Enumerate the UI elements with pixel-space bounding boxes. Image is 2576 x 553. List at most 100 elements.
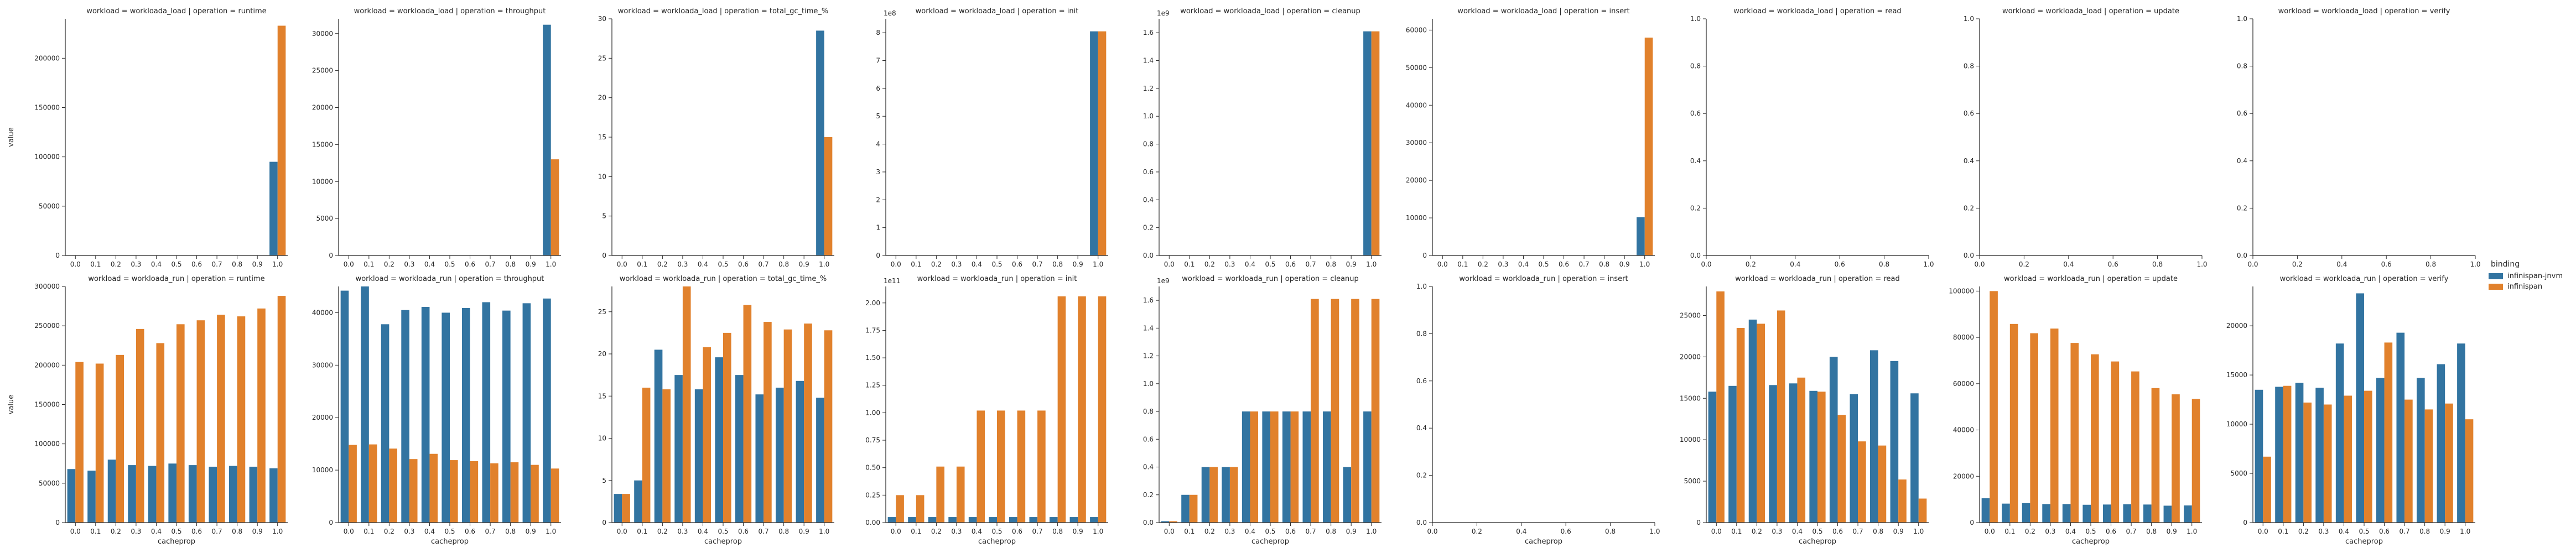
panel-16-bar-infinispan-0.9: [1898, 479, 1907, 523]
panel-7-ytick-label: 0.2: [1690, 204, 1701, 212]
panel-17-bar-infinispan-0.1: [2009, 324, 2018, 523]
panel-9-xtick-label: 1.0: [2470, 260, 2480, 268]
panel-12-xtick-label: 0.9: [799, 528, 809, 535]
panel-10-bar-infinispan-0.4: [156, 343, 165, 523]
panel-16-bar-infinispan-0.7: [1858, 441, 1866, 523]
panel-13-bar-infinispan-jnvm-0.9: [1069, 517, 1078, 523]
panel-5-ytick-label: 1.6: [1143, 29, 1154, 36]
panel-10-bar-infinispan-jnvm-0.9: [249, 466, 258, 523]
panel-13-xtick-label: 1.0: [1093, 528, 1103, 535]
panel-2-bar-infinispan-1.0: [550, 159, 559, 255]
panel-13-bar-infinispan-jnvm-0.3: [948, 517, 957, 523]
panel-3-ytick-label: 15: [598, 133, 606, 141]
panel-12-xtick-label: 0.4: [698, 528, 708, 535]
panel-13-xlabel: cacheprop: [978, 538, 1016, 546]
panel-16-bar-infinispan-1.0: [1918, 498, 1927, 523]
panel-14-bar-infinispan-0.3: [1229, 467, 1238, 523]
panel-14-xtick-label: 0.4: [1245, 528, 1255, 535]
panel-8-xtick-label: 0.2: [2019, 260, 2029, 268]
panel-16-xtick-label: 0.9: [1893, 528, 1904, 535]
panel-13-xtick-label: 0.4: [972, 528, 982, 535]
panel-14-xtick-label: 0.0: [1164, 528, 1175, 535]
panel-13-bar-infinispan-jnvm-0.8: [1050, 517, 1058, 523]
panel-18-xtick-label: 0.0: [2258, 528, 2268, 535]
panel-12-bar-infinispan-jnvm-0.3: [674, 375, 683, 523]
panel-6-ytick-label: 40000: [1406, 101, 1427, 109]
panel-8-xtick-label: 0.8: [2152, 260, 2163, 268]
panel-14-ytick-label: 0.6: [1143, 435, 1154, 443]
panel-8-ytick-label: 0.4: [1964, 157, 1974, 165]
panel-17-xtick-label: 0.5: [2085, 528, 2096, 535]
panel-15-xtick-label: 1.0: [1649, 528, 1660, 535]
panel-14-bar-infinispan-0.6: [1290, 411, 1299, 523]
panel-3-xtick-label: 0.4: [698, 260, 708, 268]
panel-12-bar-infinispan-0.6: [743, 305, 752, 523]
panel-2-xtick-label: 0.3: [404, 260, 414, 268]
panel-17-title: workload = workloada_run | operation = u…: [2004, 275, 2178, 283]
panel-4-xtick-label: 0.3: [951, 260, 962, 268]
panel-2-ytick-label: 30000: [312, 30, 333, 38]
panel-7-xtick-label: 0.2: [1746, 260, 1756, 268]
panel-17-bar-infinispan-0.9: [2172, 394, 2180, 523]
panel-18-bar-infinispan-0.0: [2263, 456, 2271, 523]
panel-11-bar-infinispan-jnvm-0.4: [421, 307, 430, 523]
panel-5-xtick-label: 0.9: [1346, 260, 1357, 268]
panel-6-ytick-label: 30000: [1406, 139, 1427, 147]
panel-11-xtick-label: 0.5: [444, 528, 455, 535]
panel-18-ytick-label: 5000: [2230, 469, 2247, 477]
panel-14-ytick-label: 1.4: [1143, 324, 1154, 332]
panel-11-xtick-label: 0.2: [384, 528, 394, 535]
panel-18-ytick-label: 15000: [2226, 371, 2247, 379]
panel-6-title: workload = workloada_load | operation = …: [1457, 7, 1629, 15]
panel-1-xtick-label: 0.0: [70, 260, 81, 268]
panel-6-xtick-label: 0.1: [1457, 260, 1468, 268]
panel-18-xtick-label: 0.1: [2278, 528, 2288, 535]
legend-swatch-infinispan: [2489, 284, 2503, 290]
panel-14-xtick-label: 0.1: [1184, 528, 1194, 535]
panel-16-bar-infinispan-jnvm-0.8: [1870, 350, 1878, 523]
panel-5-bar-infinispan-jnvm-1.0: [1363, 31, 1372, 256]
panel-2-xtick-label: 0.2: [384, 260, 394, 268]
panel-7-xtick-label: 1.0: [1923, 260, 1934, 268]
panel-11-bar-infinispan-0.8: [510, 462, 519, 523]
panel-12-xtick-label: 1.0: [819, 528, 829, 535]
panel-14-title: workload = workloada_run | operation = c…: [1182, 275, 1359, 283]
panel-14-bar-infinispan-jnvm-0.4: [1242, 411, 1250, 523]
panel-14-bar-infinispan-jnvm-0.9: [1343, 467, 1352, 523]
panel-10-xtick-label: 0.4: [151, 528, 162, 535]
panel-6-xtick-label: 0.4: [1518, 260, 1529, 268]
panel-10-bar-infinispan-jnvm-0.4: [148, 466, 157, 523]
panel-6-xtick-label: 0.5: [1538, 260, 1549, 268]
panel-6-xtick-label: 0.2: [1478, 260, 1488, 268]
panel-17-bar-infinispan-0.5: [2091, 354, 2099, 523]
panel-18-bar-infinispan-jnvm-0.7: [2396, 332, 2405, 523]
legend-entry-infinispan-jnvm: infinispan-jnvm: [2489, 272, 2563, 280]
panel-10-bar-infinispan-0.0: [75, 362, 84, 523]
panel-10-xtick-label: 0.8: [232, 528, 242, 535]
panel-11-bar-infinispan-jnvm-0.7: [482, 302, 491, 523]
panel-11-bar-infinispan-0.0: [349, 445, 357, 523]
panel-16-ytick-label: 10000: [1680, 436, 1701, 444]
panel-2-xtick-label: 0.1: [363, 260, 374, 268]
panel-16-bar-infinispan-jnvm-0.2: [1748, 319, 1757, 523]
panel-5-xtick-label: 0.4: [1245, 260, 1255, 268]
panel-5-ytick-label: 0.0: [1143, 252, 1154, 259]
legend-entry-infinispan: infinispan: [2489, 283, 2563, 291]
panel-12-xtick-label: 0.3: [677, 528, 688, 535]
panel-1-xtick-label: 0.5: [171, 260, 181, 268]
panel-14-bar-infinispan-0.0: [1169, 521, 1177, 523]
panel-14-bar-infinispan-jnvm-0.2: [1201, 467, 1210, 523]
panel-3-xtick-label: 0.2: [657, 260, 668, 268]
panel-6-bar-infinispan-1.0: [1644, 37, 1653, 255]
panel-3-ytick-label: 20: [598, 94, 606, 102]
panel-18-bar-infinispan-0.8: [2424, 409, 2433, 523]
panel-14-bar-infinispan-0.8: [1331, 299, 1339, 523]
panel-13-ytick-label: 0.00: [865, 519, 880, 526]
panel-12-bar-infinispan-jnvm-0.5: [715, 357, 723, 523]
panel-6-xtick-label: 0.0: [1437, 260, 1448, 268]
panel-7-title: workload = workloada_load | operation = …: [1733, 7, 1901, 15]
panel-13-xtick-label: 0.7: [1032, 528, 1043, 535]
panel-1-ytick-label: 50000: [39, 202, 60, 210]
panel-13-ytick-label: 0.75: [865, 436, 880, 444]
